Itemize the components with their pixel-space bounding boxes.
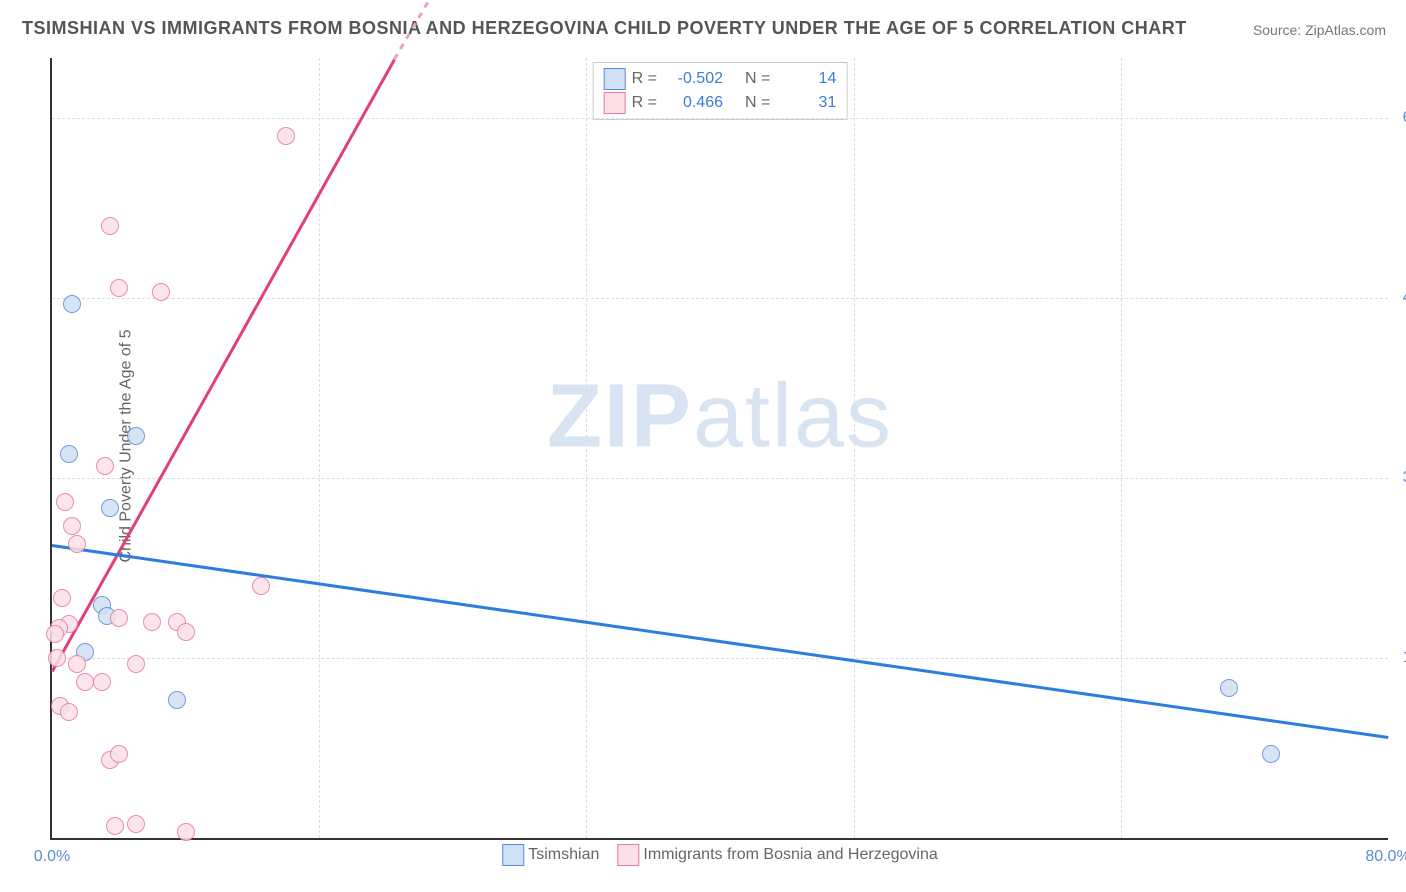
source-label: Source: ZipAtlas.com	[1253, 22, 1386, 38]
data-point	[177, 623, 195, 641]
n-value-1: 31	[776, 94, 836, 112]
data-point	[110, 279, 128, 297]
legend-series: Tsimshian Immigrants from Bosnia and Her…	[502, 844, 938, 866]
r-label: R =	[632, 70, 657, 88]
grid-line-v	[586, 58, 587, 838]
r-value-0: -0.502	[663, 70, 723, 88]
legend-stats-row-1: R = 0.466 N = 31	[604, 91, 837, 115]
x-tick-label: 0.0%	[34, 848, 70, 866]
data-point	[101, 499, 119, 517]
x-tick-label: 80.0%	[1365, 848, 1406, 866]
grid-line-h	[52, 478, 1388, 479]
legend-stats: R = -0.502 N = 14 R = 0.466 N = 31	[593, 62, 848, 120]
n-label: N =	[745, 94, 770, 112]
data-point	[60, 445, 78, 463]
legend-stats-row-0: R = -0.502 N = 14	[604, 67, 837, 91]
y-tick-label: 45.0%	[1393, 289, 1406, 307]
data-point	[48, 649, 66, 667]
grid-line-v	[319, 58, 320, 838]
plot-area: ZIPatlas R = -0.502 N = 14 R = 0.466 N =…	[50, 58, 1388, 840]
data-point	[143, 613, 161, 631]
data-point	[63, 295, 81, 313]
y-tick-label: 30.0%	[1393, 469, 1406, 487]
chart-title: TSIMSHIAN VS IMMIGRANTS FROM BOSNIA AND …	[22, 18, 1187, 39]
grid-line-h	[52, 298, 1388, 299]
trend-line	[51, 59, 396, 672]
n-label: N =	[745, 70, 770, 88]
r-value-1: 0.466	[663, 94, 723, 112]
trend-line	[52, 544, 1388, 738]
legend-swatch-b1	[617, 844, 639, 866]
data-point	[101, 217, 119, 235]
legend-swatch-0	[604, 68, 626, 90]
watermark-bold: ZIP	[547, 366, 693, 466]
legend-swatch-b0	[502, 844, 524, 866]
data-point	[56, 493, 74, 511]
grid-line-v	[1121, 58, 1122, 838]
data-point	[60, 703, 78, 721]
data-point	[127, 655, 145, 673]
y-tick-label: 60.0%	[1393, 109, 1406, 127]
data-point	[96, 457, 114, 475]
data-point	[46, 625, 64, 643]
data-point	[106, 817, 124, 835]
data-point	[110, 745, 128, 763]
data-point	[68, 535, 86, 553]
watermark: ZIPatlas	[547, 365, 893, 468]
data-point	[127, 427, 145, 445]
legend-item-0: Tsimshian	[502, 844, 599, 866]
watermark-rest: atlas	[693, 366, 893, 466]
legend-swatch-1	[604, 92, 626, 114]
source-link[interactable]: ZipAtlas.com	[1305, 22, 1386, 38]
source-prefix: Source:	[1253, 22, 1305, 38]
legend-item-1: Immigrants from Bosnia and Herzegovina	[617, 844, 937, 866]
grid-line-h	[52, 658, 1388, 659]
data-point	[152, 283, 170, 301]
grid-line-h	[52, 118, 1388, 119]
data-point	[277, 127, 295, 145]
n-value-0: 14	[776, 70, 836, 88]
data-point	[1220, 679, 1238, 697]
y-tick-label: 15.0%	[1393, 649, 1406, 667]
data-point	[177, 823, 195, 841]
legend-label-1: Immigrants from Bosnia and Herzegovina	[643, 846, 937, 863]
data-point	[53, 589, 71, 607]
data-point	[63, 517, 81, 535]
grid-line-v	[854, 58, 855, 838]
legend-label-0: Tsimshian	[528, 846, 599, 863]
data-point	[1262, 745, 1280, 763]
data-point	[76, 673, 94, 691]
data-point	[93, 673, 111, 691]
data-point	[252, 577, 270, 595]
data-point	[168, 691, 186, 709]
data-point	[110, 609, 128, 627]
data-point	[127, 815, 145, 833]
data-point	[68, 655, 86, 673]
r-label: R =	[632, 94, 657, 112]
